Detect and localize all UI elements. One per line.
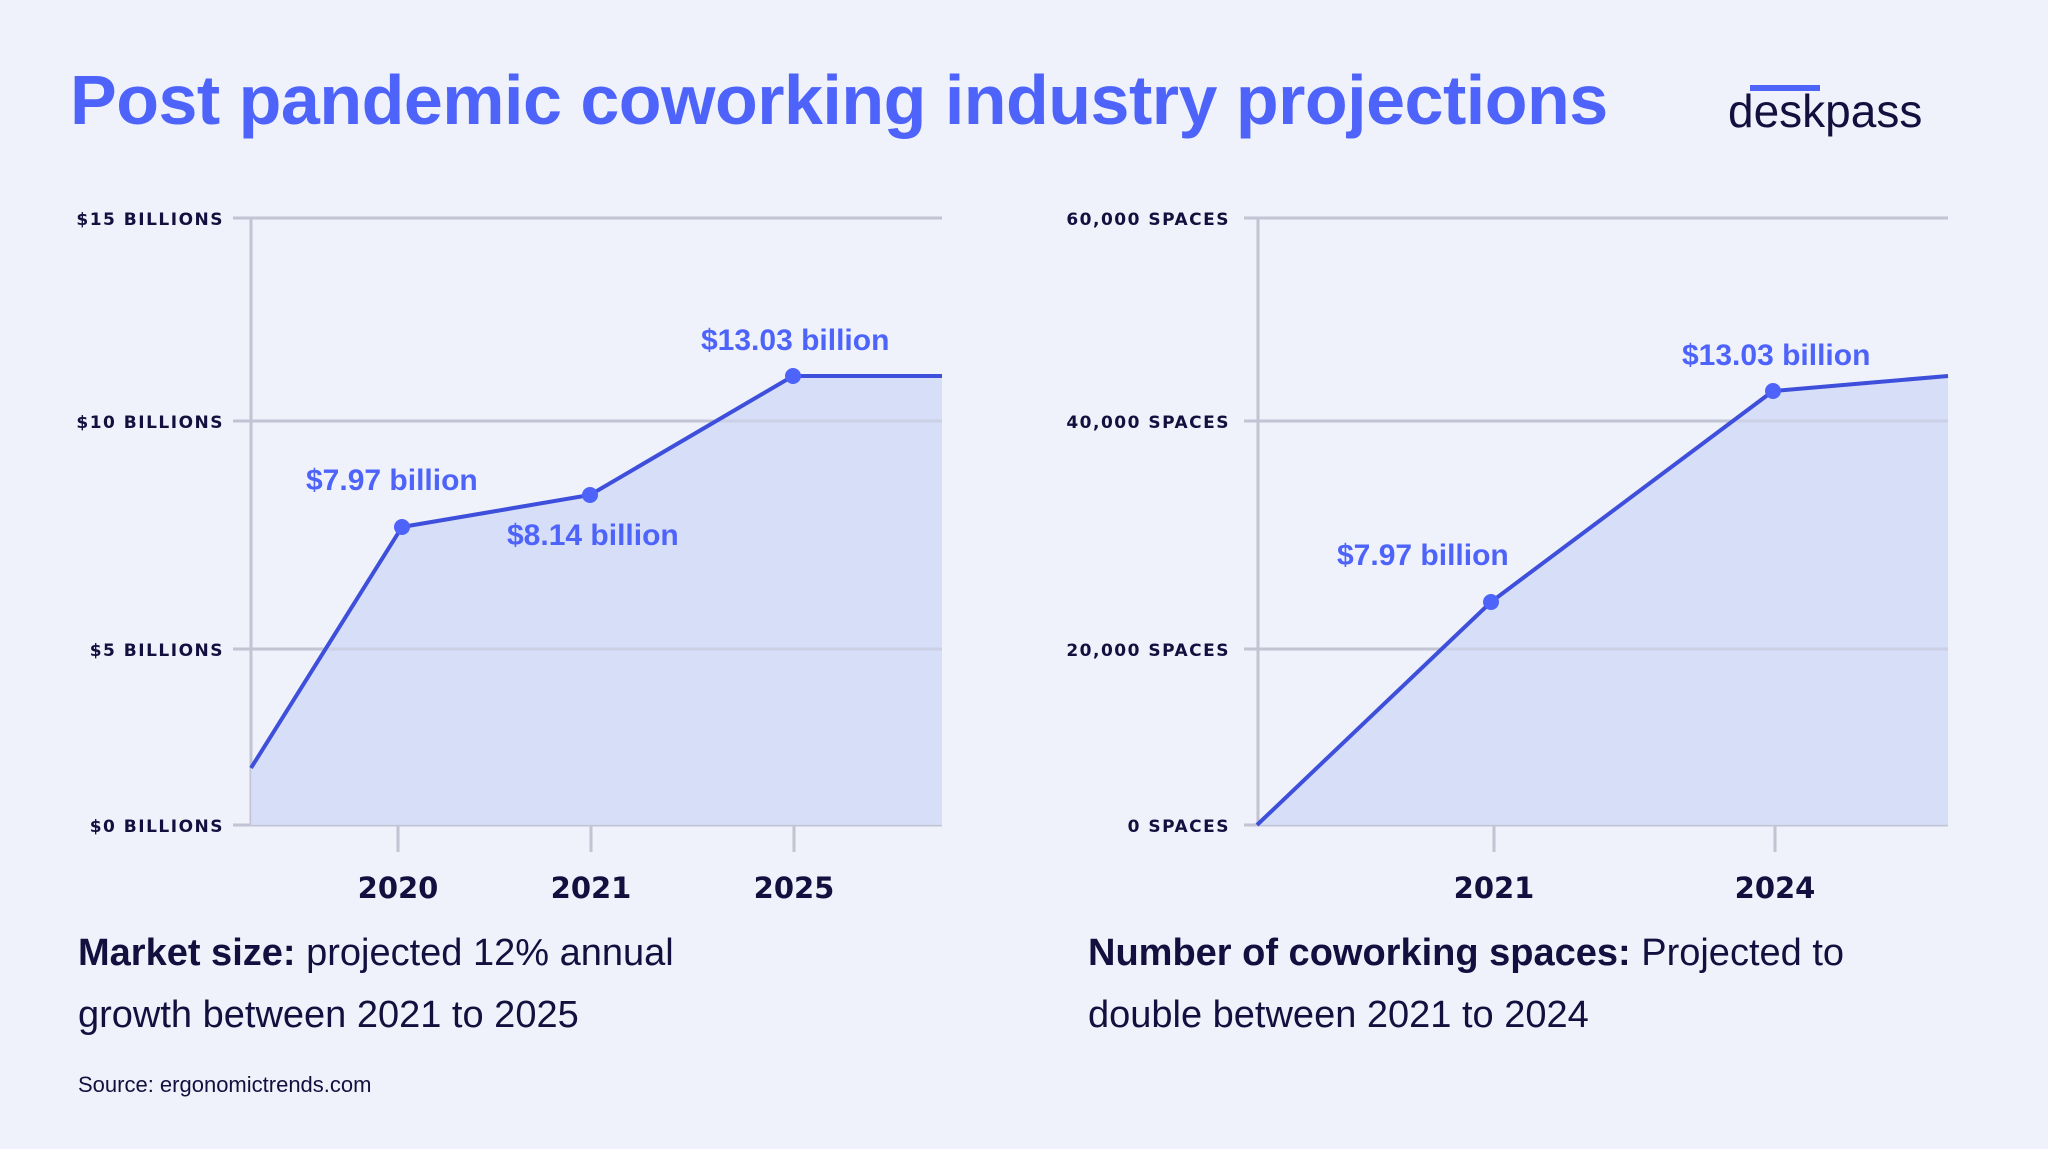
- caption-bold: Number of coworking spaces:: [1088, 932, 1631, 974]
- annotation-7-97: $7.97 billion: [1337, 539, 1509, 572]
- y-tick-20k: 20,000 SPACES: [1066, 641, 1230, 661]
- annotation-13-03: $13.03 billion: [701, 324, 889, 357]
- market-size-caption: Market size: projected 12% annual growth…: [78, 922, 798, 1046]
- y-tick-40k: 40,000 SPACES: [1066, 413, 1230, 433]
- x-tick-2021: 2021: [1454, 871, 1535, 905]
- coworking-spaces-line: [1255, 374, 1949, 827]
- coworking-spaces-caption: Number of coworking spaces: Projected to…: [1088, 922, 1968, 1046]
- caption-text: Projected to double between 2021 to 2024: [1088, 932, 1845, 1036]
- y-tick-0b: $0 BILLIONS: [90, 817, 224, 837]
- market-size-chart: $15 BILLIONS $10 BILLIONS $5 BILLIONS $0…: [76, 210, 942, 905]
- x-tick-2020: 2020: [358, 871, 439, 905]
- y-tick-15b: $15 BILLIONS: [76, 210, 224, 230]
- annotation-13-03: $13.03 billion: [1682, 339, 1870, 372]
- coworking-spaces-area: [1257, 376, 1948, 825]
- y-tick-5b: $5 BILLIONS: [90, 641, 224, 661]
- logo-accent-bar: [1750, 85, 1820, 91]
- annotation-8-14: $8.14 billion: [507, 519, 679, 552]
- x-tick-2025: 2025: [754, 871, 835, 905]
- x-tick-2021: 2021: [551, 871, 632, 905]
- deskpass-logo: deskpass: [1728, 85, 1923, 137]
- data-point-2025: [785, 368, 801, 384]
- caption-bold: Market size:: [78, 932, 296, 974]
- annotation-7-97: $7.97 billion: [306, 464, 478, 497]
- data-point-2020: [394, 519, 410, 535]
- y-tick-60k: 60,000 SPACES: [1066, 210, 1230, 230]
- coworking-spaces-chart: 60,000 SPACES 40,000 SPACES 20,000 SPACE…: [1066, 210, 1949, 905]
- page-title: Post pandemic coworking industry project…: [70, 61, 1608, 139]
- data-point-2021: [1483, 594, 1499, 610]
- data-point-2024: [1765, 383, 1781, 399]
- y-tick-10b: $10 BILLIONS: [76, 413, 224, 433]
- caption-text: projected 12% annual growth between 2021…: [78, 932, 674, 1036]
- y-tick-0: 0 SPACES: [1128, 817, 1230, 837]
- source-note: Source: ergonomictrends.com: [78, 1072, 372, 1097]
- market-size-area: [251, 376, 942, 825]
- data-point-2021: [582, 487, 598, 503]
- x-tick-2024: 2024: [1735, 871, 1816, 905]
